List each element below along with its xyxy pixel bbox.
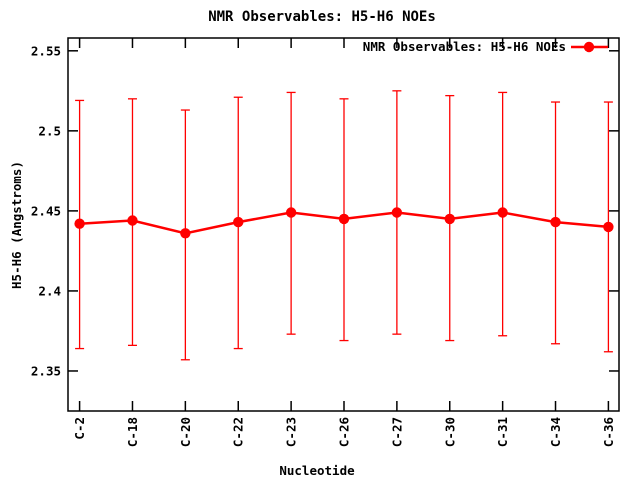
data-point: [497, 207, 508, 218]
y-tick-label: 2.5: [38, 123, 61, 138]
x-tick-label: C-26: [337, 417, 352, 447]
data-point: [391, 207, 403, 218]
data-point: [180, 228, 191, 239]
x-tick-label: C-36: [601, 417, 616, 447]
legend: NMR Observables: H5-H6 NOEs: [363, 39, 608, 54]
data-point: [338, 213, 350, 225]
legend-marker-icon: [583, 41, 595, 53]
x-tick-label: C-22: [231, 417, 246, 447]
data-point: [444, 213, 455, 225]
chart-title: NMR Observables: H5-H6 NOEs: [208, 9, 436, 25]
y-tick-label: 2.55: [31, 43, 61, 58]
x-tick-label: C-23: [284, 417, 299, 447]
x-tick-label: C-34: [548, 417, 563, 447]
legend-label: NMR Observables: H5-H6 NOEs: [363, 39, 566, 54]
x-tick-label: C-2: [72, 417, 87, 440]
x-tick-label: C-20: [178, 417, 193, 447]
data-point: [233, 216, 244, 228]
data-point: [550, 216, 561, 228]
x-tick-label: C-18: [125, 417, 140, 447]
data-point: [603, 221, 614, 233]
data-point: [127, 215, 138, 226]
data-point: [285, 207, 297, 218]
plot-area: 2.35 2.4 2.45 2.5 2.55 C-2 C-18 C-20 C-22 C-23 C-2…: [31, 37, 620, 447]
x-tick-label: C-31: [495, 417, 510, 447]
y-tick-label: 2.45: [31, 203, 61, 218]
y-tick-label: 2.4: [38, 283, 61, 298]
y-tick-label: 2.35: [31, 363, 61, 378]
y-axis-title: H5-H6 (Angstroms): [9, 161, 24, 289]
x-axis-title: Nucleotide: [279, 463, 355, 478]
data-point: [74, 218, 85, 229]
x-tick-label: C-27: [389, 417, 404, 447]
x-tick-label: C-30: [442, 417, 457, 447]
